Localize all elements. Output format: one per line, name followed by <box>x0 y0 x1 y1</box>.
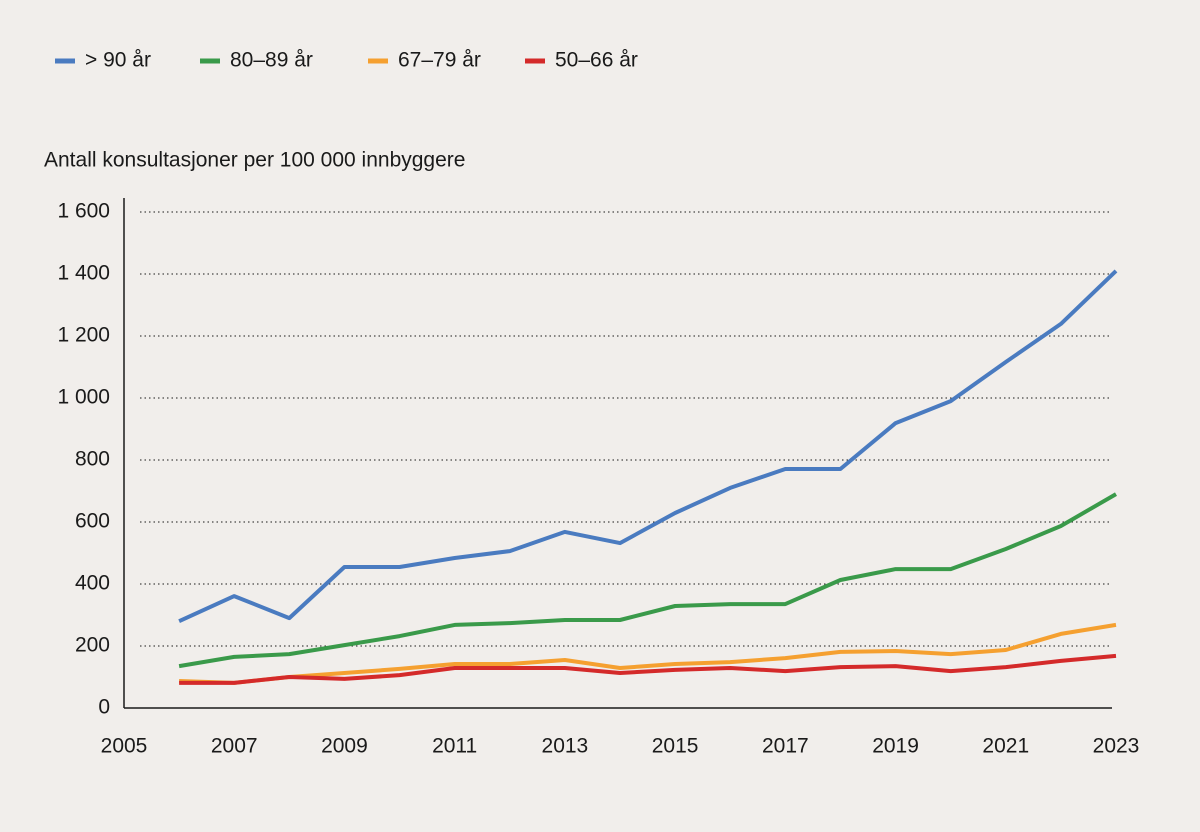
legend-label: 67–79 år <box>398 49 481 72</box>
x-tick-label: 2013 <box>542 735 589 758</box>
x-tick-label: 2023 <box>1093 735 1140 758</box>
x-tick-label: 2021 <box>982 735 1029 758</box>
x-tick-label: 2017 <box>762 735 809 758</box>
y-tick-label: 400 <box>75 572 110 595</box>
series-line <box>178 269 1118 624</box>
y-tick-label: 600 <box>75 510 110 533</box>
y-axis-label: Antall konsultasjoner per 100 000 innbyg… <box>44 149 465 172</box>
y-tick-label: 1 200 <box>57 324 110 347</box>
series-line <box>178 492 1118 669</box>
legend-label: > 90 år <box>85 49 151 72</box>
x-tick-label: 2019 <box>872 735 919 758</box>
x-tick-label: 2009 <box>321 735 368 758</box>
x-tick-label: 2005 <box>101 735 148 758</box>
y-tick-label: 1 600 <box>57 200 110 223</box>
x-tick-label: 2007 <box>211 735 258 758</box>
y-tick-label: 800 <box>75 448 110 471</box>
y-tick-label: 0 <box>98 696 110 719</box>
series-line <box>179 622 1117 685</box>
y-tick-label: 1 400 <box>57 262 110 285</box>
legend-label: 50–66 år <box>555 49 638 72</box>
x-tick-label: 2011 <box>432 735 477 758</box>
series-line <box>179 653 1117 685</box>
y-tick-label: 200 <box>75 634 110 657</box>
y-tick-label: 1 000 <box>57 386 110 409</box>
legend-label: 80–89 år <box>230 49 313 72</box>
x-tick-label: 2015 <box>652 735 699 758</box>
